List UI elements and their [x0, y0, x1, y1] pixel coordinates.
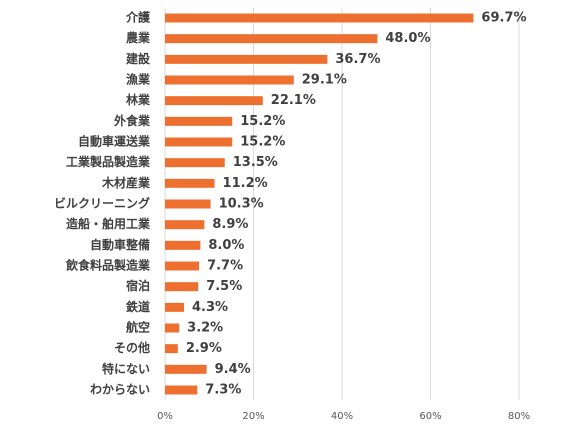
bar: [165, 178, 215, 188]
category-label: 造船・舶用工業: [66, 216, 151, 231]
category-label: わからない: [90, 383, 150, 397]
category-label: 林業: [126, 92, 151, 107]
value-label: 8.0%: [208, 238, 244, 253]
value-label: 4.3%: [192, 300, 228, 315]
bar: [165, 302, 185, 312]
category-label: その他: [114, 340, 150, 355]
category-label: 鉄道: [126, 299, 150, 314]
value-label: 7.7%: [207, 259, 243, 274]
value-label: 2.9%: [186, 341, 222, 356]
category-label: 介護: [125, 10, 151, 25]
value-label: 11.2%: [223, 176, 268, 191]
bar: [165, 54, 328, 64]
bar: [165, 116, 233, 126]
bar: [165, 137, 233, 147]
value-label: 22.1%: [271, 93, 316, 108]
value-label: 8.9%: [212, 217, 248, 232]
bar: [165, 75, 294, 85]
value-label: 9.4%: [215, 362, 251, 377]
category-label: 特にない: [102, 361, 150, 376]
value-label: 13.5%: [233, 155, 278, 170]
x-tick-label: 60%: [419, 411, 441, 422]
value-label: 10.3%: [219, 197, 264, 212]
value-label: 7.3%: [205, 383, 241, 398]
bar: [165, 261, 200, 271]
x-tick-label: 0%: [157, 411, 173, 422]
x-tick-label: 80%: [508, 411, 530, 422]
value-label: 15.2%: [240, 114, 285, 129]
x-tick-label: 20%: [242, 411, 264, 422]
bar: [165, 323, 180, 333]
category-label: 木材産業: [101, 175, 151, 190]
bar: [165, 220, 205, 230]
bar: [165, 199, 211, 209]
category-label: 自動車運送業: [78, 134, 151, 149]
category-label: ビルクリーニング: [54, 196, 150, 211]
value-label: 69.7%: [481, 11, 526, 26]
bar: [165, 240, 201, 250]
value-label: 3.2%: [187, 321, 223, 336]
category-label: 農業: [126, 30, 151, 45]
bar: [165, 385, 198, 395]
bar: [165, 344, 178, 354]
category-label: 自動車整備: [90, 237, 150, 252]
value-label: 48.0%: [385, 31, 430, 46]
bar: [165, 364, 207, 374]
x-tick-label: 40%: [331, 411, 353, 422]
category-label: 建設: [125, 51, 151, 66]
bar: [165, 13, 474, 23]
category-label: 外食業: [114, 113, 151, 128]
category-label: 飲食料品製造業: [65, 258, 151, 273]
category-label: 工業製品製造業: [66, 154, 151, 169]
bar: [165, 96, 263, 106]
category-label: 漁業: [126, 72, 151, 87]
bar: [165, 34, 378, 44]
category-label: 宿泊: [126, 278, 150, 293]
value-label: 7.5%: [206, 279, 242, 294]
value-label: 15.2%: [240, 135, 285, 150]
value-label: 29.1%: [302, 73, 347, 88]
bar: [165, 158, 225, 168]
category-label: 航空: [126, 320, 150, 335]
bar: [165, 282, 199, 292]
value-label: 36.7%: [335, 52, 380, 67]
